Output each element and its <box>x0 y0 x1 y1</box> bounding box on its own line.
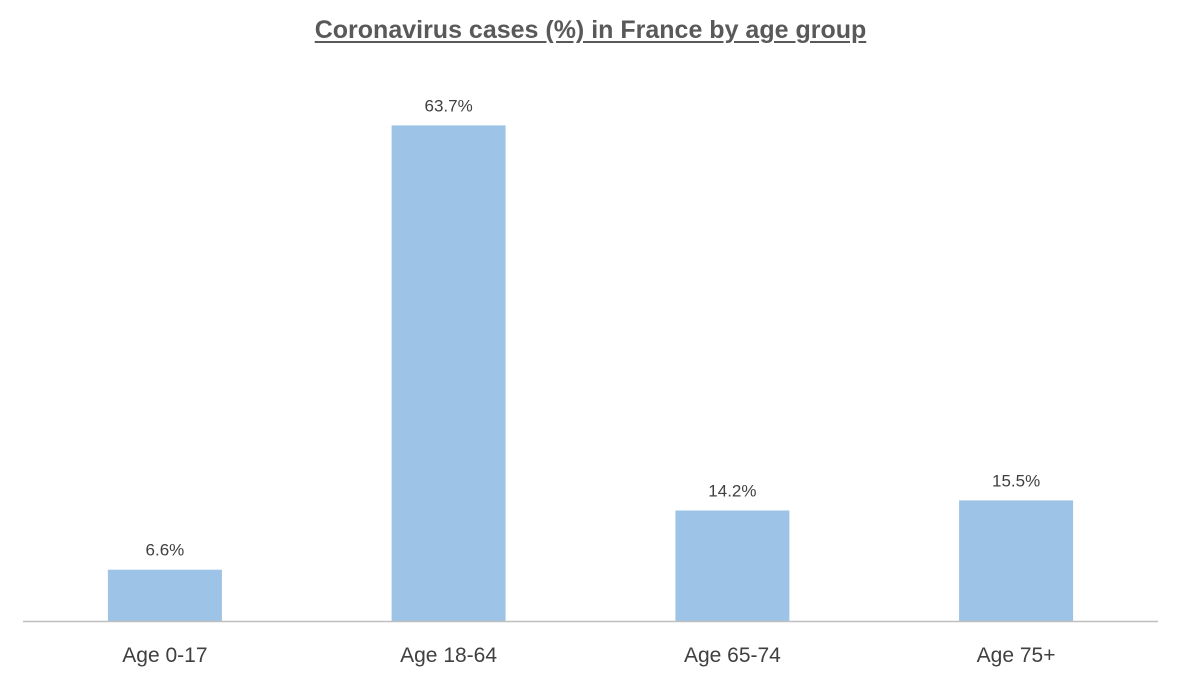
x-tick-label-3: Age 75+ <box>977 644 1056 667</box>
bars-layer <box>107 125 1074 622</box>
bar-0 <box>107 569 222 621</box>
bar-1 <box>391 125 506 622</box>
bar-2 <box>675 510 790 621</box>
data-label-3: 15.5% <box>992 471 1040 490</box>
bar-3 <box>959 500 1074 621</box>
chart-title: Coronavirus cases (%) in France by age g… <box>314 16 867 44</box>
x-tick-label-1: Age 18-64 <box>400 644 497 667</box>
labels-layer: 6.6% Age 0-17 63.7% Age 18-64 14.2% Age 65-74… <box>122 96 1055 667</box>
data-label-2: 14.2% <box>708 482 756 501</box>
data-label-1: 63.7% <box>424 96 472 115</box>
x-tick-label-2: Age 65-74 <box>684 644 781 667</box>
data-label-0: 6.6% <box>146 541 185 560</box>
x-tick-label-0: Age 0-17 <box>122 644 207 667</box>
